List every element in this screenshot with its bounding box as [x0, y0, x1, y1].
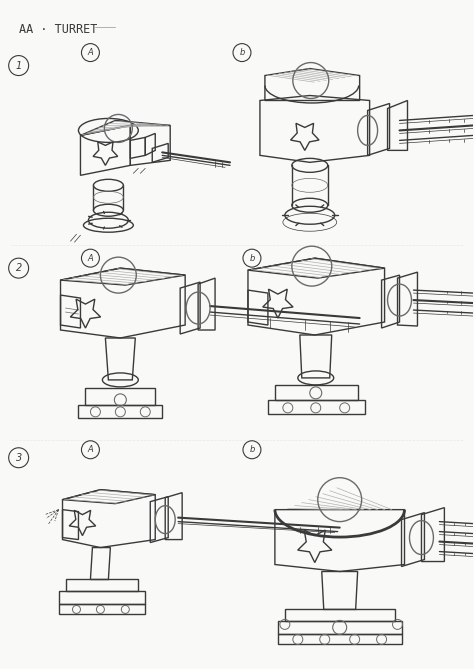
Text: AA · TURRET: AA · TURRET	[18, 23, 97, 35]
Text: A: A	[88, 446, 93, 454]
Text: b: b	[249, 254, 255, 263]
Text: 2: 2	[16, 263, 22, 273]
Text: A: A	[88, 48, 93, 57]
Text: A: A	[88, 254, 93, 263]
Text: b: b	[239, 48, 245, 57]
Text: 3: 3	[16, 453, 22, 463]
Text: 1: 1	[16, 61, 22, 70]
Text: b: b	[249, 446, 255, 454]
